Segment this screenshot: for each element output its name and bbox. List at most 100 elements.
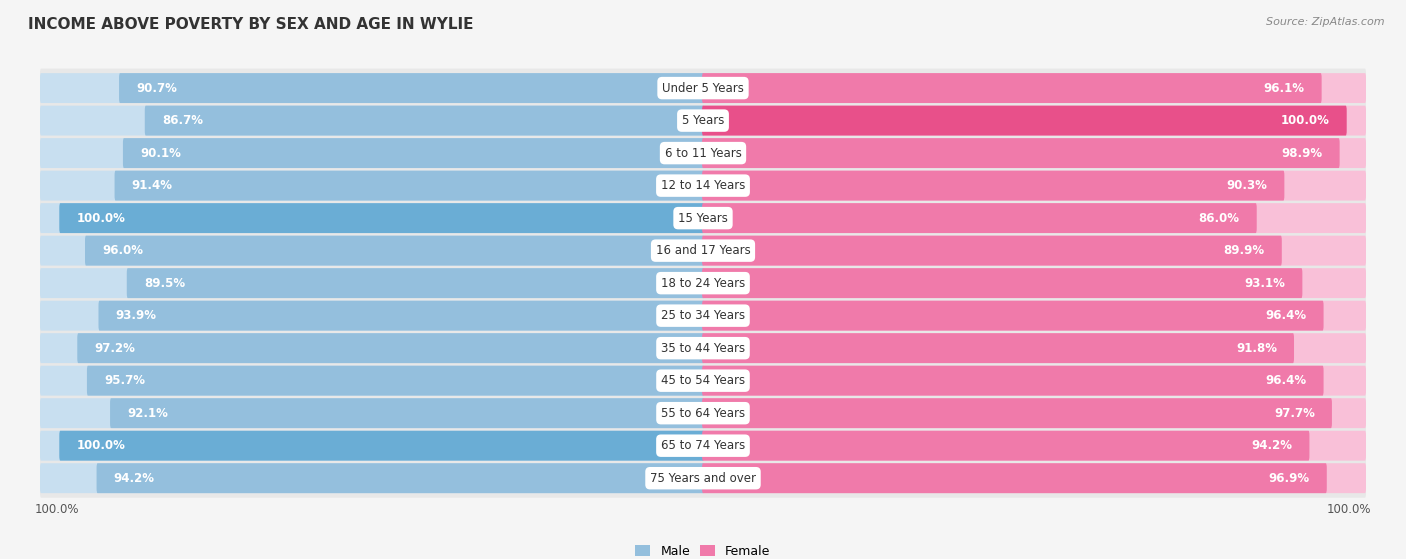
FancyBboxPatch shape <box>39 203 704 233</box>
FancyBboxPatch shape <box>702 138 1367 168</box>
FancyBboxPatch shape <box>39 231 1367 270</box>
Text: 94.2%: 94.2% <box>114 472 155 485</box>
FancyBboxPatch shape <box>77 333 704 363</box>
FancyBboxPatch shape <box>39 366 704 396</box>
FancyBboxPatch shape <box>39 170 704 201</box>
Text: 15 Years: 15 Years <box>678 212 728 225</box>
Text: 25 to 34 Years: 25 to 34 Years <box>661 309 745 322</box>
Text: 89.9%: 89.9% <box>1223 244 1265 257</box>
FancyBboxPatch shape <box>702 398 1331 428</box>
FancyBboxPatch shape <box>39 101 1367 140</box>
Text: 55 to 64 Years: 55 to 64 Years <box>661 407 745 420</box>
FancyBboxPatch shape <box>39 463 704 493</box>
FancyBboxPatch shape <box>702 203 1367 233</box>
FancyBboxPatch shape <box>98 301 704 330</box>
Text: 96.4%: 96.4% <box>1265 374 1306 387</box>
FancyBboxPatch shape <box>39 69 1367 107</box>
FancyBboxPatch shape <box>39 264 1367 302</box>
Text: 16 and 17 Years: 16 and 17 Years <box>655 244 751 257</box>
FancyBboxPatch shape <box>59 203 704 233</box>
FancyBboxPatch shape <box>39 329 1367 368</box>
Text: 65 to 74 Years: 65 to 74 Years <box>661 439 745 452</box>
Legend: Male, Female: Male, Female <box>630 540 776 559</box>
FancyBboxPatch shape <box>110 398 704 428</box>
Text: Source: ZipAtlas.com: Source: ZipAtlas.com <box>1267 17 1385 27</box>
FancyBboxPatch shape <box>39 398 704 428</box>
Text: 100.0%: 100.0% <box>76 439 125 452</box>
FancyBboxPatch shape <box>114 170 704 201</box>
Text: 96.9%: 96.9% <box>1268 472 1310 485</box>
Text: 86.0%: 86.0% <box>1199 212 1240 225</box>
FancyBboxPatch shape <box>702 366 1323 396</box>
Text: 90.1%: 90.1% <box>141 146 181 160</box>
FancyBboxPatch shape <box>702 236 1367 266</box>
FancyBboxPatch shape <box>39 361 1367 400</box>
FancyBboxPatch shape <box>702 170 1367 201</box>
FancyBboxPatch shape <box>702 203 1257 233</box>
Text: INCOME ABOVE POVERTY BY SEX AND AGE IN WYLIE: INCOME ABOVE POVERTY BY SEX AND AGE IN W… <box>28 17 474 32</box>
Text: 86.7%: 86.7% <box>162 114 202 127</box>
FancyBboxPatch shape <box>39 134 1367 173</box>
Text: 96.0%: 96.0% <box>103 244 143 257</box>
FancyBboxPatch shape <box>702 431 1309 461</box>
FancyBboxPatch shape <box>39 166 1367 205</box>
FancyBboxPatch shape <box>702 366 1367 396</box>
FancyBboxPatch shape <box>122 138 704 168</box>
Text: 96.4%: 96.4% <box>1265 309 1306 322</box>
FancyBboxPatch shape <box>84 236 704 266</box>
Text: 100.0%: 100.0% <box>1327 503 1371 516</box>
FancyBboxPatch shape <box>702 463 1327 493</box>
Text: 93.1%: 93.1% <box>1244 277 1285 290</box>
Text: 18 to 24 Years: 18 to 24 Years <box>661 277 745 290</box>
FancyBboxPatch shape <box>702 301 1367 330</box>
FancyBboxPatch shape <box>702 268 1302 298</box>
Text: Under 5 Years: Under 5 Years <box>662 82 744 94</box>
Text: 93.9%: 93.9% <box>115 309 156 322</box>
FancyBboxPatch shape <box>39 431 704 461</box>
Text: 96.1%: 96.1% <box>1264 82 1305 94</box>
FancyBboxPatch shape <box>702 73 1322 103</box>
Text: 90.3%: 90.3% <box>1226 179 1267 192</box>
FancyBboxPatch shape <box>702 333 1294 363</box>
FancyBboxPatch shape <box>702 463 1367 493</box>
FancyBboxPatch shape <box>39 268 704 298</box>
FancyBboxPatch shape <box>39 73 704 103</box>
FancyBboxPatch shape <box>39 333 704 363</box>
Text: 91.8%: 91.8% <box>1236 342 1277 354</box>
FancyBboxPatch shape <box>59 431 704 461</box>
FancyBboxPatch shape <box>702 431 1367 461</box>
FancyBboxPatch shape <box>127 268 704 298</box>
Text: 100.0%: 100.0% <box>35 503 79 516</box>
FancyBboxPatch shape <box>120 73 704 103</box>
FancyBboxPatch shape <box>39 138 704 168</box>
Text: 97.7%: 97.7% <box>1274 407 1315 420</box>
Text: 94.2%: 94.2% <box>1251 439 1292 452</box>
FancyBboxPatch shape <box>702 333 1367 363</box>
FancyBboxPatch shape <box>97 463 704 493</box>
FancyBboxPatch shape <box>702 106 1347 135</box>
Text: 90.7%: 90.7% <box>136 82 177 94</box>
FancyBboxPatch shape <box>145 106 704 135</box>
FancyBboxPatch shape <box>39 394 1367 433</box>
FancyBboxPatch shape <box>702 170 1284 201</box>
FancyBboxPatch shape <box>39 459 1367 498</box>
Text: 100.0%: 100.0% <box>76 212 125 225</box>
FancyBboxPatch shape <box>702 398 1367 428</box>
Text: 92.1%: 92.1% <box>127 407 167 420</box>
Text: 98.9%: 98.9% <box>1281 146 1323 160</box>
FancyBboxPatch shape <box>39 236 704 266</box>
FancyBboxPatch shape <box>87 366 704 396</box>
FancyBboxPatch shape <box>39 426 1367 465</box>
Text: 89.5%: 89.5% <box>143 277 186 290</box>
FancyBboxPatch shape <box>39 301 704 330</box>
FancyBboxPatch shape <box>39 198 1367 238</box>
Text: 12 to 14 Years: 12 to 14 Years <box>661 179 745 192</box>
Text: 45 to 54 Years: 45 to 54 Years <box>661 374 745 387</box>
Text: 91.4%: 91.4% <box>132 179 173 192</box>
Text: 75 Years and over: 75 Years and over <box>650 472 756 485</box>
Text: 6 to 11 Years: 6 to 11 Years <box>665 146 741 160</box>
Text: 5 Years: 5 Years <box>682 114 724 127</box>
FancyBboxPatch shape <box>39 296 1367 335</box>
Text: 97.2%: 97.2% <box>94 342 135 354</box>
Text: 35 to 44 Years: 35 to 44 Years <box>661 342 745 354</box>
